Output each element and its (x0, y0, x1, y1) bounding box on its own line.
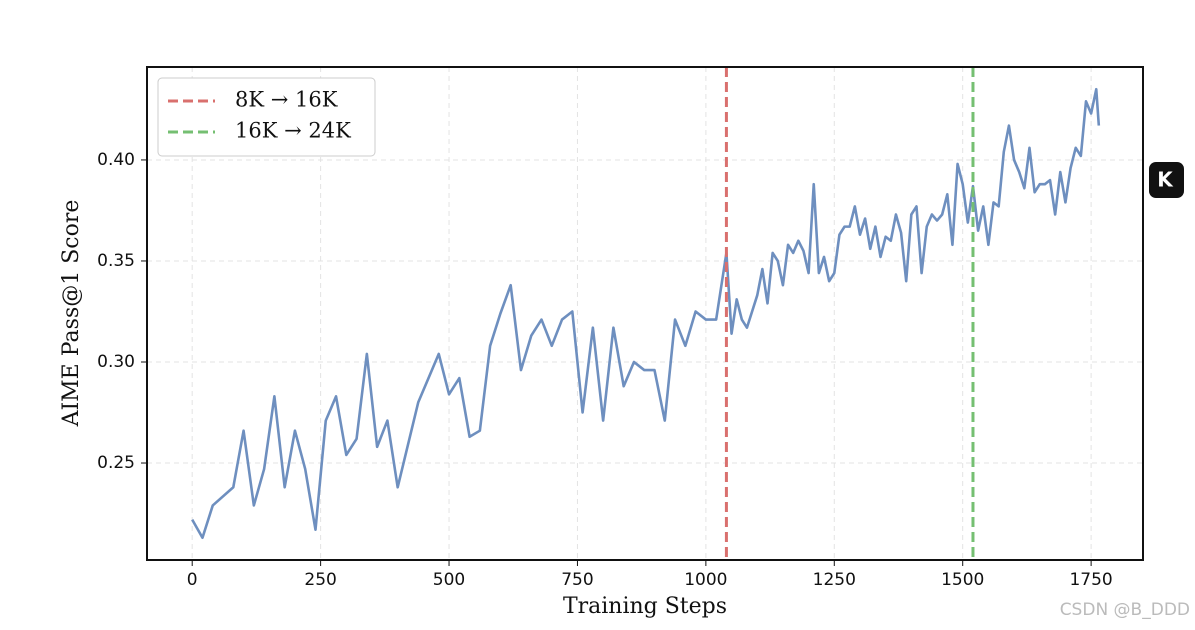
x-tick-label: 1000 (684, 570, 727, 590)
y-tick-label: 0.40 (97, 150, 135, 170)
y-axis-label: AIME Pass@1 Score (59, 200, 84, 428)
x-tick-label: 1500 (941, 570, 984, 590)
x-tick-label: 750 (561, 570, 593, 590)
data-line (191, 87, 1101, 540)
legend-label: 16K → 24K (235, 119, 351, 143)
y-tick-label: 0.25 (97, 453, 135, 473)
badge-text: K (1157, 168, 1174, 192)
watermark: CSDN @B_DDD (1060, 600, 1190, 620)
legend-label: 8K → 16K (235, 88, 338, 112)
x-tick-label: 1250 (813, 570, 856, 590)
legend-box (157, 77, 376, 157)
x-tick-label: 0 (187, 570, 198, 590)
plot-frame (146, 66, 1144, 561)
y-tick-label: 0.30 (97, 352, 135, 372)
x-tick-label: 250 (304, 570, 336, 590)
x-axis-label: Training Steps (563, 594, 727, 619)
badge-icon (1149, 162, 1184, 198)
x-tick-label: 500 (433, 570, 465, 590)
x-tick-label: 1750 (1069, 570, 1112, 590)
y-tick-label: 0.35 (97, 251, 135, 271)
